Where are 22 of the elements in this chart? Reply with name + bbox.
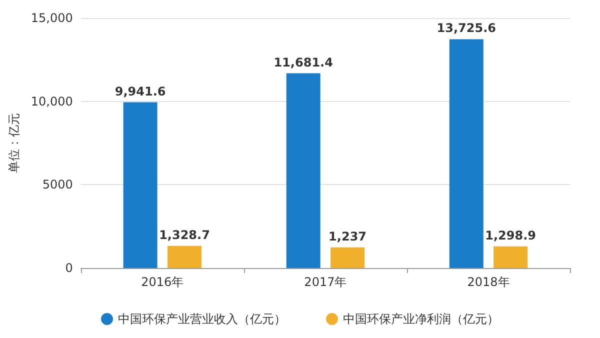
y-tick-label: 10,000 (30, 94, 73, 108)
data-label: 1,298.9 (485, 228, 536, 242)
data-label: 1,328.7 (159, 228, 210, 242)
data-label: 13,725.6 (436, 21, 496, 36)
legend-label: 中国环保产业营业收入（亿元） (118, 312, 286, 326)
bar (168, 246, 202, 268)
bar (494, 246, 528, 268)
x-tick-label: 2017年 (304, 275, 347, 289)
x-tick-label: 2016年 (141, 275, 184, 289)
data-label: 9,941.6 (114, 84, 166, 98)
bar (286, 73, 320, 268)
bar (449, 39, 484, 268)
bar (330, 247, 365, 268)
bar (123, 102, 158, 268)
y-axis-title: 单位：亿元 (7, 113, 21, 173)
x-tick-label: 2018年 (467, 275, 510, 289)
data-label: 11,681.4 (274, 55, 333, 70)
y-tick-label: 0 (65, 261, 73, 275)
y-tick-label: 5000 (42, 178, 73, 192)
data-label: 1,237 (328, 229, 367, 244)
y-tick-label: 15,000 (30, 11, 73, 25)
legend-label: 中国环保产业净利润（亿元） (343, 312, 499, 326)
